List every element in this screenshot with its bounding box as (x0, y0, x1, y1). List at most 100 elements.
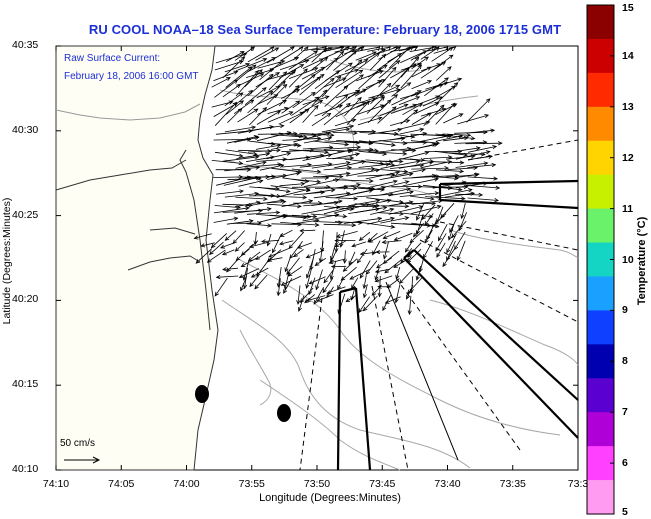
current-vector (454, 231, 466, 250)
current-vector-head (335, 205, 341, 210)
current-vector-head (356, 258, 362, 264)
current-vector (389, 119, 410, 126)
current-vector-head (351, 284, 356, 290)
current-vector (454, 141, 487, 144)
current-vector-head (206, 258, 212, 263)
y-tick-label: 40:10 (12, 463, 39, 475)
current-vector (303, 137, 332, 144)
current-vector (354, 206, 387, 214)
current-vector (432, 181, 466, 189)
current-vector-head (359, 74, 364, 79)
current-vector (391, 121, 430, 132)
current-vector-head (357, 59, 363, 64)
current-vector (321, 46, 350, 60)
current-vector-head (343, 94, 349, 99)
current-vector (384, 259, 402, 274)
current-vector (311, 200, 342, 206)
current-vector (329, 258, 346, 264)
current-vector (390, 67, 410, 88)
current-vector-head (429, 160, 434, 165)
current-vector (311, 113, 331, 127)
current-vector-head (308, 199, 314, 204)
current-vector (378, 60, 400, 79)
current-vector (309, 276, 326, 284)
current-vector-head (377, 79, 383, 84)
current-vector (297, 285, 301, 305)
current-vector (306, 249, 325, 258)
current-vector (380, 188, 411, 196)
colorbar-swatch (587, 310, 614, 345)
current-vector (222, 84, 241, 98)
current-vector (391, 149, 416, 151)
current-vector-head (269, 125, 275, 130)
current-vector-head (407, 253, 412, 258)
current-vector-head (444, 166, 450, 171)
legend-current-label: Raw Surface Current: (64, 53, 161, 64)
current-vector-head (493, 176, 499, 181)
current-vector-head (303, 134, 308, 140)
buoy-marker (277, 404, 291, 422)
current-vector (354, 80, 382, 97)
current-vector (335, 240, 347, 248)
current-vector-head (346, 102, 351, 108)
current-vector (213, 217, 238, 223)
current-vector-head (446, 248, 451, 254)
current-vector (239, 268, 260, 278)
x-tick-label: 73:40 (434, 478, 461, 490)
current-vector-head (308, 280, 314, 285)
current-vector-head (448, 46, 454, 52)
current-vector (247, 57, 276, 73)
current-vector (347, 130, 376, 133)
current-vector-head (295, 171, 301, 176)
current-vector (301, 66, 325, 80)
current-vector-head (441, 61, 447, 66)
current-vector (214, 102, 237, 126)
current-vector-head (247, 66, 253, 71)
current-vector (393, 256, 412, 268)
current-vector (288, 231, 304, 249)
current-vector-head (438, 198, 444, 204)
current-vector-head (350, 295, 355, 301)
current-vector-head (235, 256, 241, 261)
current-vector (268, 195, 307, 198)
current-vector (344, 97, 362, 117)
current-vector-head (483, 161, 489, 166)
current-vector-head (339, 50, 345, 56)
current-vector-head (381, 186, 387, 191)
current-vector (257, 186, 290, 192)
current-vector (335, 69, 363, 89)
current-vector (256, 131, 291, 142)
current-vector-head (305, 273, 310, 279)
current-vector-head (242, 52, 248, 57)
current-vector (322, 277, 334, 293)
current-vector-head (495, 185, 501, 190)
current-vector-head (375, 249, 381, 255)
current-vector-head (411, 63, 417, 68)
current-vector (267, 107, 289, 114)
current-vector (335, 232, 338, 252)
current-vector-head (399, 211, 405, 216)
current-vector-head (356, 182, 362, 188)
current-vector-head (238, 153, 244, 158)
current-vector (399, 192, 439, 197)
current-vector (324, 140, 360, 144)
current-vector-head (353, 196, 359, 201)
current-vector-head (440, 213, 445, 219)
current-vector (337, 277, 345, 290)
current-vector-head (275, 72, 280, 77)
current-vector-head (380, 187, 386, 192)
current-vector-head (209, 250, 214, 256)
current-vector (333, 179, 373, 182)
current-vector (233, 99, 254, 115)
current-vector (400, 56, 420, 78)
current-vector (332, 153, 360, 160)
current-vector-head (349, 206, 355, 211)
current-vector (234, 208, 271, 214)
colorbar-swatch (587, 344, 614, 379)
current-vector-head (375, 168, 381, 173)
current-vector-head (442, 262, 447, 268)
current-vector (227, 108, 243, 123)
current-vector (226, 258, 239, 272)
current-vector (224, 92, 244, 107)
